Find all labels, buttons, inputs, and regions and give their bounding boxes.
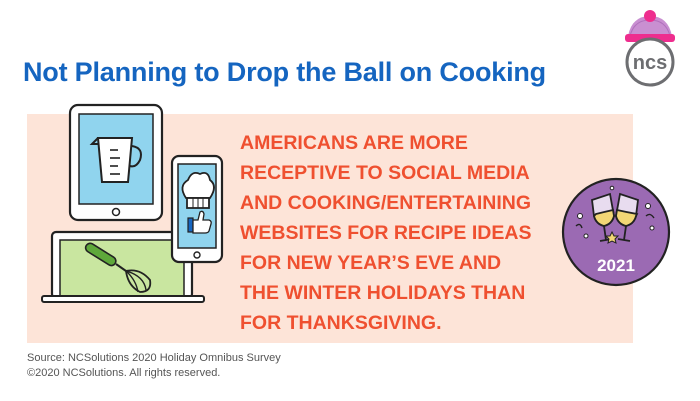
- page-title: Not Planning to Drop the Ball on Cooking: [23, 57, 546, 87]
- headline-text: AMERICANS ARE MORE RECEPTIVE TO SOCIAL M…: [240, 128, 610, 338]
- headline-line: FOR NEW YEAR’S EVE AND: [240, 252, 502, 274]
- ncs-logo: ncs: [625, 10, 675, 87]
- tablet-measuring-cup-icon: [68, 103, 164, 222]
- source-note: Source: NCSolutions 2020 Holiday Omnibus…: [27, 352, 281, 364]
- headline-line: RECEPTIVE TO SOCIAL MEDIA: [240, 162, 530, 184]
- smartphone-chef-hat-thumbs-up-icon: [170, 154, 224, 264]
- footer: Source: NCSolutions 2020 Holiday Omnibus…: [27, 351, 281, 381]
- headline-line: AND COOKING/ENTERTAINING: [240, 192, 532, 214]
- headline-line: THE WINTER HOLIDAYS THAN: [240, 282, 526, 304]
- svg-text:ncs: ncs: [633, 52, 667, 74]
- headline-line: AMERICANS ARE MORE: [240, 132, 468, 154]
- badge-year: 2021: [597, 256, 635, 275]
- winter-hat-icon: [628, 10, 672, 37]
- devices-illustration: [41, 103, 224, 303]
- year-badge: 2021: [561, 177, 671, 287]
- headline-line: WEBSITES FOR RECIPE IDEAS: [240, 222, 532, 244]
- copyright-note: ©2020 NCSolutions. All rights reserved.: [27, 367, 221, 379]
- headline-line: FOR THANKSGIVING.: [240, 312, 442, 334]
- champagne-glasses-icon: [591, 192, 639, 242]
- laptop-whisk-icon: [41, 230, 205, 303]
